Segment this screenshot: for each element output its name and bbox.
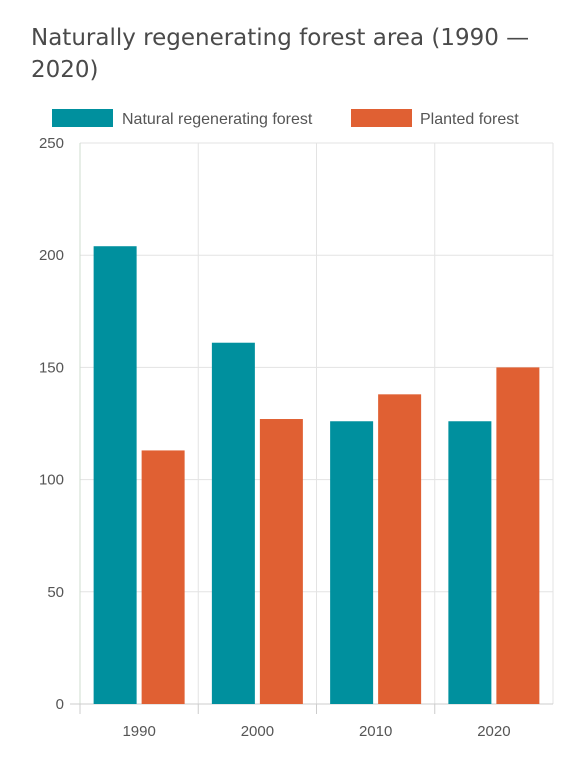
- bar-natural-1990: [93, 246, 137, 704]
- x-tick-label: 2020: [477, 723, 510, 740]
- bar-planted-2010: [378, 394, 422, 704]
- x-tick-label: 2000: [241, 723, 274, 740]
- bar-natural-2000: [211, 342, 255, 704]
- bar-natural-2010: [330, 421, 374, 704]
- bar-planted-2000: [259, 419, 303, 704]
- legend-label-planted[interactable]: Planted forest: [420, 111, 519, 128]
- legend-swatch-planted[interactable]: [351, 109, 412, 127]
- legend-swatch-natural[interactable]: [52, 109, 113, 127]
- y-tick-label: 150: [39, 359, 64, 376]
- chart-title: Naturally regenerating forest area (1990…: [31, 25, 530, 83]
- y-tick-label: 200: [39, 247, 64, 264]
- y-tick-label: 0: [56, 696, 64, 713]
- x-tick-label: 2010: [359, 723, 392, 740]
- y-tick-label: 50: [47, 584, 64, 601]
- legend-label-natural[interactable]: Natural regenerating forest: [122, 111, 313, 128]
- bar-natural-2020: [448, 421, 492, 704]
- y-tick-label: 250: [39, 135, 64, 152]
- y-tick-label: 100: [39, 472, 64, 489]
- bar-planted-2020: [496, 367, 540, 704]
- bar-planted-1990: [141, 450, 185, 704]
- x-tick-label: 1990: [122, 723, 155, 740]
